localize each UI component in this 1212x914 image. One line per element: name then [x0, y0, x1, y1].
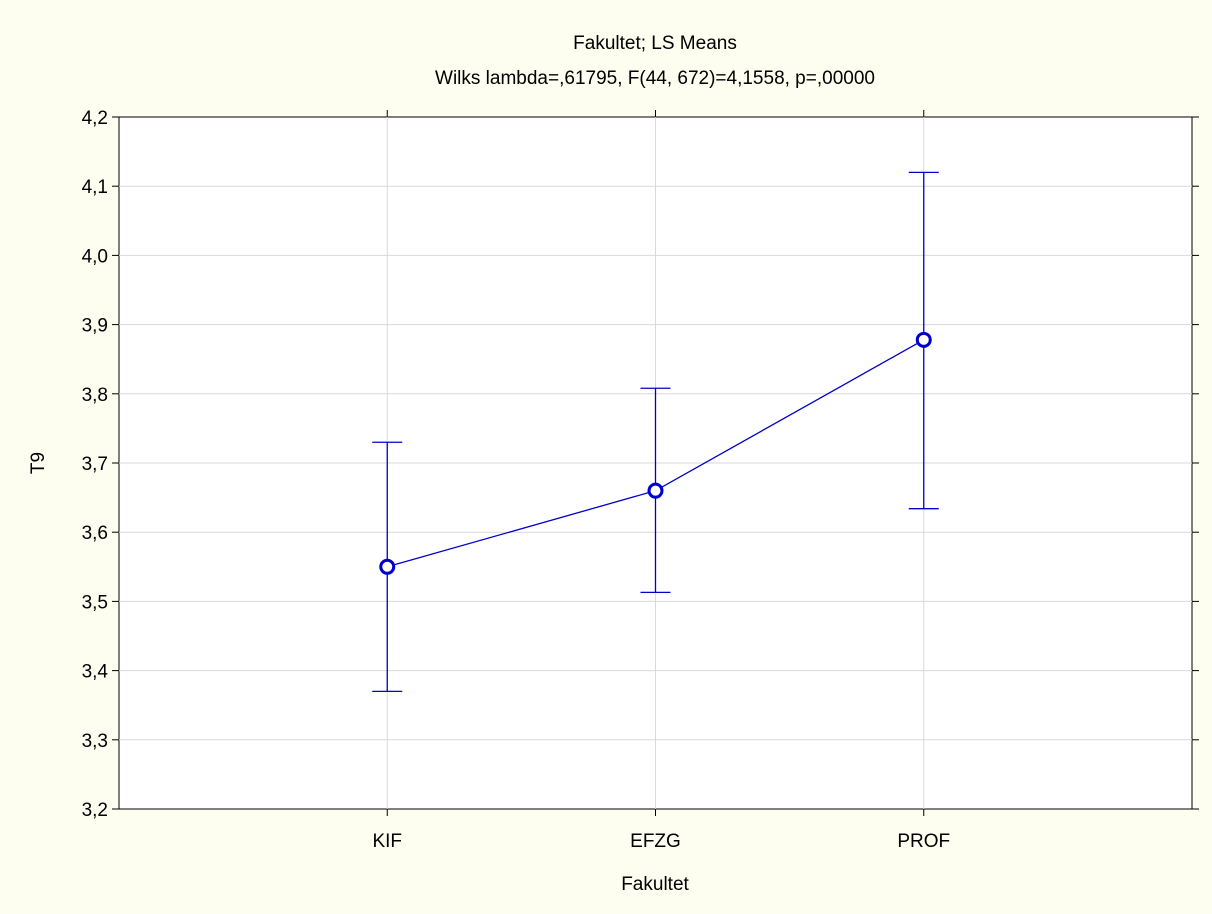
y-tick-label: 3,9 [82, 316, 108, 337]
x-tick-label: PROF [897, 831, 950, 852]
x-axis-label: Fakultet [621, 874, 689, 895]
y-tick-label: 3,3 [82, 731, 108, 752]
y-tick-label: 4,0 [82, 246, 108, 267]
chart-subtitle: Wilks lambda=,61795, F(44, 672)=4,1558, … [435, 68, 875, 89]
y-tick-label: 3,2 [82, 800, 108, 821]
y-tick-label: 3,6 [82, 523, 108, 544]
y-tick-label: 4,1 [82, 177, 108, 198]
chart-title: Fakultet; LS Means [573, 33, 737, 54]
y-tick-label: 4,2 [82, 108, 108, 129]
y-tick-label: 3,4 [82, 662, 109, 683]
mean-point [379, 558, 396, 575]
axes: 3,2 3,3 3,4 3,5 3,6 3,7 3,8 3,9 4,0 4,1 4,2 KIF EFZG… [82, 108, 1199, 852]
series [372, 171, 939, 693]
mean-point [915, 331, 932, 348]
mean-point [647, 482, 664, 499]
y-axis-label: T9 [28, 452, 49, 474]
y-tick-label: 3,5 [82, 592, 108, 613]
x-tick-label: EFZG [630, 831, 681, 852]
y-tick-label: 3,8 [82, 385, 108, 406]
x-tick-label: KIF [372, 831, 402, 852]
y-tick-label: 3,7 [82, 454, 108, 475]
